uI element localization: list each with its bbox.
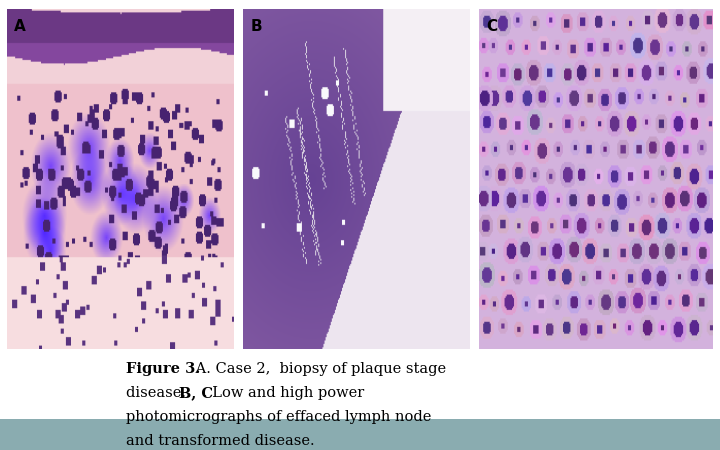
Text: disease.: disease. bbox=[126, 386, 191, 400]
Text: B: B bbox=[250, 19, 262, 34]
Text: and transformed disease.: and transformed disease. bbox=[126, 434, 315, 448]
Text: C: C bbox=[486, 19, 497, 34]
Text: A: A bbox=[14, 19, 26, 34]
Text: B, C: B, C bbox=[179, 386, 212, 400]
Text: photomicrographs of effaced lymph node: photomicrographs of effaced lymph node bbox=[126, 410, 431, 424]
Text: . Low and high power: . Low and high power bbox=[203, 386, 364, 400]
Text: Figure 3.: Figure 3. bbox=[126, 362, 200, 376]
Bar bbox=[0, 418, 720, 450]
Text: A. Case 2,  biopsy of plaque stage: A. Case 2, biopsy of plaque stage bbox=[191, 362, 446, 376]
